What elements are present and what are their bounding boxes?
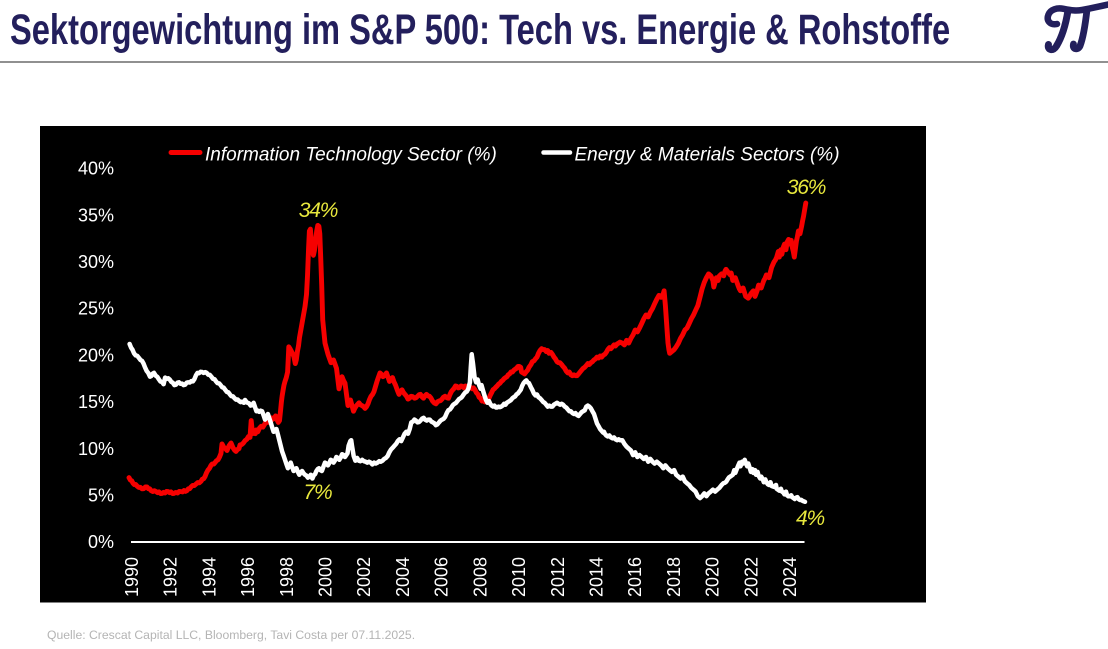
svg-text:Energy & Materials Sectors (%): Energy & Materials Sectors (%)	[575, 145, 840, 166]
svg-text:2010: 2010	[509, 557, 529, 597]
svg-text:10%: 10%	[78, 439, 114, 459]
svg-text:2004: 2004	[393, 557, 413, 597]
svg-text:25%: 25%	[78, 299, 114, 319]
svg-text:34%: 34%	[299, 199, 338, 222]
svg-text:1990: 1990	[122, 557, 142, 597]
svg-text:40%: 40%	[78, 159, 114, 179]
svg-text:2014: 2014	[587, 557, 607, 597]
svg-text:35%: 35%	[78, 205, 114, 225]
svg-text:2024: 2024	[780, 557, 800, 597]
svg-text:30%: 30%	[78, 252, 114, 272]
svg-text:Information Technology Sector: Information Technology Sector (%)	[205, 145, 497, 166]
svg-text:1992: 1992	[161, 557, 181, 597]
svg-text:1996: 1996	[238, 557, 258, 597]
svg-text:2008: 2008	[470, 557, 490, 597]
svg-text:2002: 2002	[354, 557, 374, 597]
svg-text:2016: 2016	[625, 557, 645, 597]
svg-text:5%: 5%	[88, 486, 114, 506]
svg-text:0%: 0%	[88, 532, 114, 552]
svg-text:1998: 1998	[277, 557, 297, 597]
svg-text:2000: 2000	[316, 557, 336, 597]
svg-text:4%: 4%	[796, 507, 824, 530]
svg-text:20%: 20%	[78, 345, 114, 365]
svg-text:36%: 36%	[787, 176, 826, 199]
svg-text:2012: 2012	[548, 557, 568, 597]
svg-text:15%: 15%	[78, 392, 114, 412]
svg-text:2022: 2022	[741, 557, 761, 597]
svg-text:2006: 2006	[432, 557, 452, 597]
svg-text:1994: 1994	[199, 557, 219, 597]
svg-text:2018: 2018	[664, 557, 684, 597]
svg-text:7%: 7%	[304, 481, 332, 504]
svg-text:2020: 2020	[703, 557, 723, 597]
